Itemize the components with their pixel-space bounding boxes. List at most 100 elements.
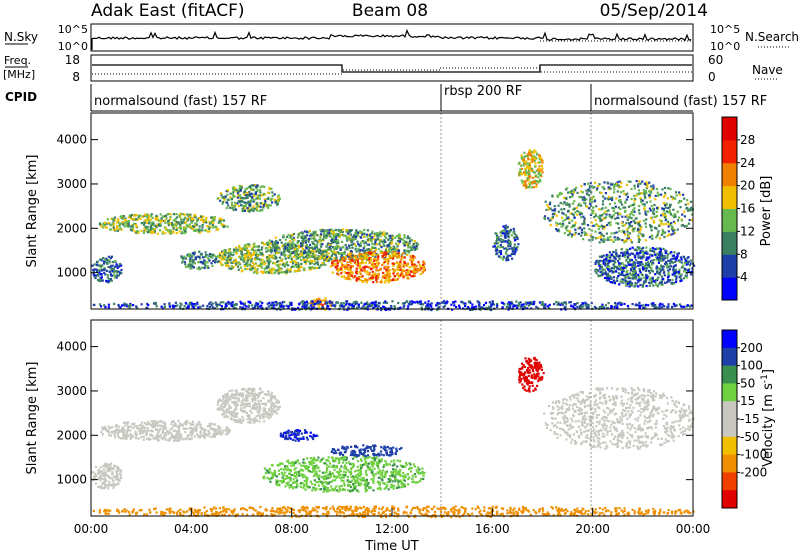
data-cell-1078 [266, 256, 269, 259]
data-cell-669 [273, 198, 276, 201]
data-cell-4440 [672, 302, 675, 305]
data-cell-1838 [403, 250, 406, 253]
data-cell-3582 [616, 238, 620, 241]
data-cell-672 [245, 203, 248, 206]
data-cell-904 [113, 270, 116, 273]
data-cell-3155 [642, 189, 645, 192]
data-cell-2286 [353, 261, 356, 264]
data-cell-359 [129, 215, 132, 218]
data-cell-367 [164, 219, 167, 222]
data-cell-2093 [275, 244, 278, 247]
data-cell-2170 [415, 245, 418, 248]
data-cell-4887 [382, 305, 385, 308]
data-cell-3038 [621, 239, 624, 242]
data-cell-3657 [550, 217, 553, 220]
data-cell-3474 [608, 188, 611, 191]
data-cell-3581 [599, 236, 602, 239]
data-cell-854 [120, 268, 123, 272]
data-cell-2365 [337, 273, 340, 276]
data-cell-3437 [645, 181, 648, 184]
data-cell-1862 [346, 237, 349, 241]
data-cell-3660 [551, 194, 554, 197]
data-cell-4616 [564, 301, 567, 304]
data-cell-868 [103, 271, 106, 274]
data-cell-1394 [277, 260, 280, 263]
data-cell-1239 [227, 264, 230, 268]
data-cell-2364 [383, 276, 386, 279]
data-cell-2168 [328, 232, 331, 235]
data-cell-4562 [640, 304, 643, 307]
data-cell-3994 [607, 259, 610, 262]
data-cell-3222 [614, 205, 617, 208]
data-cell-88 [215, 225, 218, 228]
data-cell-3541 [632, 204, 635, 207]
data-cell-4760 [256, 302, 259, 305]
data-cell-3121 [643, 192, 646, 195]
data-cell-3684 [603, 181, 606, 184]
data-cell-3734 [583, 221, 586, 224]
data-cell-1613 [374, 255, 377, 258]
data-cell-1435 [293, 260, 296, 263]
data-cell-4720 [239, 306, 242, 309]
data-cell-2649 [391, 262, 394, 265]
data-cell-4364 [648, 284, 651, 287]
data-cell-1185 [218, 254, 222, 257]
data-cell-1969 [345, 229, 348, 232]
data-cell-4204 [656, 277, 659, 280]
data-cell-2518 [414, 270, 417, 273]
data-cell-1253 [299, 266, 302, 269]
data-cell-2583 [350, 274, 353, 277]
data-cell-1257 [247, 257, 250, 260]
data-cell-4191 [607, 261, 610, 265]
data-cell-3698 [638, 230, 641, 233]
data-cell-3708 [592, 206, 595, 209]
data-cell-2616 [330, 265, 333, 268]
noise-left-tick-top: 10^5 [58, 23, 88, 36]
data-cell-1906 [312, 253, 315, 256]
data-cell-3481 [680, 200, 683, 203]
data-cell-3579 [651, 207, 654, 210]
data-cell-2393 [379, 280, 382, 284]
data-cell-1713 [280, 241, 283, 244]
data-cell-3730 [662, 202, 665, 205]
data-cell-741 [207, 257, 210, 260]
data-cell-4356 [682, 256, 685, 259]
data-cell-3584 [596, 236, 599, 239]
data-cell-588 [246, 196, 249, 199]
data-cell-73 [117, 228, 120, 231]
data-cell-3712 [617, 200, 621, 203]
data-cell-1943 [296, 236, 299, 239]
data-cell-2799 [505, 259, 508, 262]
data-cell-3916 [626, 282, 629, 285]
data-cell-37 [121, 217, 124, 220]
data-cell-2561 [336, 270, 340, 273]
data-cell-1336 [225, 264, 229, 267]
data-cell-4904 [190, 303, 193, 306]
data-cell-1203 [227, 258, 230, 261]
data-cell-1667 [355, 229, 358, 232]
data-cell-3364 [617, 222, 620, 225]
data-cell-513 [244, 197, 247, 200]
data-cell-2110 [397, 249, 400, 253]
data-cell-52 [166, 213, 169, 216]
data-cell-331 [162, 220, 165, 223]
data-cell-3516 [650, 188, 653, 191]
data-cell-4208 [645, 284, 648, 288]
data-cell-4325 [672, 266, 675, 269]
data-cell-2608 [380, 251, 383, 254]
data-cell-1901 [354, 245, 357, 248]
data-cell-1824 [334, 253, 337, 256]
data-cell-3596 [560, 216, 564, 219]
data-cell-1646 [333, 240, 336, 243]
data-cell-729 [189, 254, 192, 257]
data-cell-1240 [310, 262, 313, 265]
data-cell-4624 [503, 303, 506, 306]
data-cell-184 [179, 227, 182, 230]
data-cell-3119 [635, 180, 638, 183]
data-cell-3240 [565, 217, 568, 220]
data-cell-4283 [662, 265, 665, 268]
data-cell-2645 [347, 268, 350, 271]
data-cell-2280 [388, 272, 391, 275]
data-cell-606 [269, 204, 272, 207]
data-cell-1222 [263, 260, 266, 263]
